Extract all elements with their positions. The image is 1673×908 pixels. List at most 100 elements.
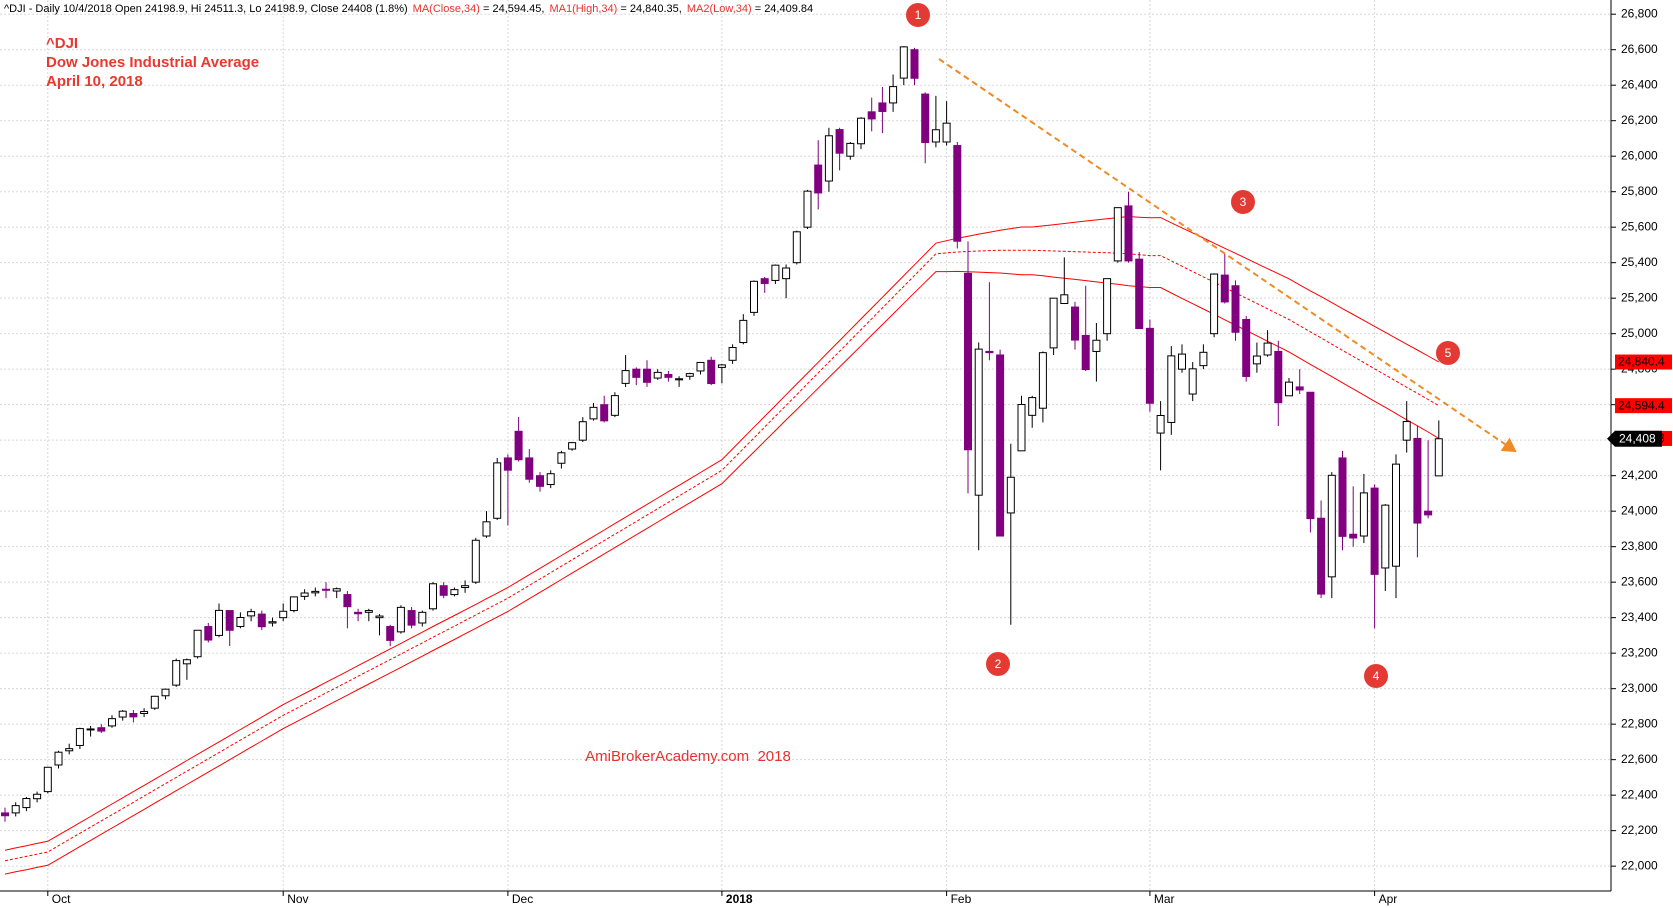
candle-body	[1349, 533, 1358, 539]
candle-body	[1103, 278, 1112, 335]
candle-body	[996, 354, 1005, 537]
candle-body	[675, 378, 684, 381]
candle-body	[1381, 504, 1390, 569]
y-tick-label: 25,400	[1621, 255, 1658, 269]
ma-line	[4, 270, 1440, 875]
candle-body	[1424, 510, 1433, 516]
candle-body	[1, 812, 9, 817]
candle-body	[429, 583, 437, 610]
y-tick-label: 22,000	[1621, 858, 1658, 872]
candle-body	[717, 364, 726, 368]
candle-body	[1210, 273, 1219, 335]
x-tick-label: Feb	[951, 892, 972, 906]
y-tick-label: 26,600	[1621, 42, 1658, 56]
candle-body	[118, 710, 127, 718]
candle-body	[161, 688, 170, 697]
y-tick-label: 26,400	[1621, 77, 1658, 91]
y-tick-label: 25,800	[1621, 184, 1658, 198]
y-tick-label: 26,800	[1621, 6, 1658, 20]
header-ma-value: = 24,840.35,	[617, 3, 682, 15]
y-tick-label: 23,800	[1621, 539, 1658, 553]
grid	[0, 0, 1611, 891]
candle-body	[215, 609, 223, 636]
candle-body	[899, 46, 908, 79]
candle-body	[150, 695, 159, 709]
candle-body	[386, 626, 395, 641]
candle-body	[375, 615, 384, 619]
candle-body	[1242, 318, 1251, 377]
candle-body	[140, 711, 149, 715]
candle-body	[1092, 339, 1101, 352]
y-tick-label: 26,200	[1621, 113, 1658, 127]
candle-body	[1156, 415, 1165, 434]
y-tick-label: 24,200	[1621, 468, 1658, 482]
candle-body	[1274, 350, 1283, 404]
candle-body	[771, 264, 780, 281]
candle-body	[193, 629, 202, 658]
candle-body	[1167, 355, 1176, 423]
candle-body	[86, 728, 95, 731]
y-tick-label: 25,000	[1621, 326, 1658, 340]
candle-body	[236, 616, 245, 628]
candle-body	[1178, 353, 1186, 370]
candle-body	[182, 659, 191, 665]
candle-body	[1370, 487, 1379, 575]
end-labels: 24,594.424,840.424,409.824,408	[1607, 354, 1672, 447]
candle-body	[1306, 391, 1315, 520]
candle-body	[503, 457, 512, 471]
candle-body	[750, 280, 758, 313]
candle-body	[974, 348, 983, 496]
date-label: April 10, 2018	[46, 73, 143, 90]
y-tick-label: 22,600	[1621, 752, 1658, 766]
annotation-marker	[906, 3, 930, 27]
candle-body	[696, 361, 705, 372]
candle-body	[514, 430, 523, 461]
candle-body	[75, 728, 84, 746]
candle-body	[1392, 463, 1400, 567]
candle-body	[610, 395, 619, 416]
end-label-box	[1615, 398, 1672, 414]
candle-body	[289, 596, 298, 612]
annotation-marker	[986, 652, 1010, 676]
candle-body	[1434, 438, 1443, 477]
candle-body	[1135, 258, 1144, 330]
candle-body	[792, 231, 801, 264]
candle-body	[1113, 207, 1122, 262]
candle-body	[1285, 381, 1293, 397]
x-tick-label: Oct	[52, 892, 71, 906]
candle-body	[857, 117, 865, 145]
candle-body	[1295, 386, 1304, 391]
y-tick-label: 23,600	[1621, 574, 1658, 588]
y-tick-label: 26,000	[1621, 148, 1658, 162]
candle-body	[568, 442, 577, 450]
candle-body	[1006, 476, 1015, 514]
candle-body	[600, 404, 609, 422]
x-tick-label: Mar	[1154, 892, 1175, 906]
candle-body	[204, 626, 213, 641]
candle-body	[1049, 297, 1058, 349]
annotation-label: 2	[995, 657, 1002, 671]
chart-title: ^DJI	[46, 35, 78, 52]
header-ma: MA(Close,34) = 24,594.45, MA1(High,34) = …	[413, 3, 813, 15]
candle-body	[921, 93, 930, 144]
x-tick-label: Dec	[512, 892, 533, 906]
y-tick-label: 25,200	[1621, 290, 1658, 304]
annotation-marker	[1231, 190, 1255, 214]
candle-body	[1402, 421, 1411, 441]
candle-body	[910, 49, 919, 79]
annotations: 1 2 3 4 5	[906, 3, 1460, 688]
candle-body	[557, 452, 566, 464]
candle-body	[953, 145, 962, 242]
y-tick-label: 22,200	[1621, 823, 1658, 837]
watermark: AmiBrokerAcademy.com 2018	[585, 748, 791, 765]
annotation-label: 3	[1240, 195, 1247, 209]
candle-body	[931, 129, 940, 143]
candle-body	[525, 457, 534, 480]
x-tick-label: 2018	[726, 892, 753, 906]
candle-body	[1252, 355, 1261, 365]
header-ma-value: = 24,409.84	[752, 3, 813, 15]
candle-body	[803, 190, 812, 228]
candle-body	[964, 272, 972, 451]
candle-body	[889, 86, 898, 104]
